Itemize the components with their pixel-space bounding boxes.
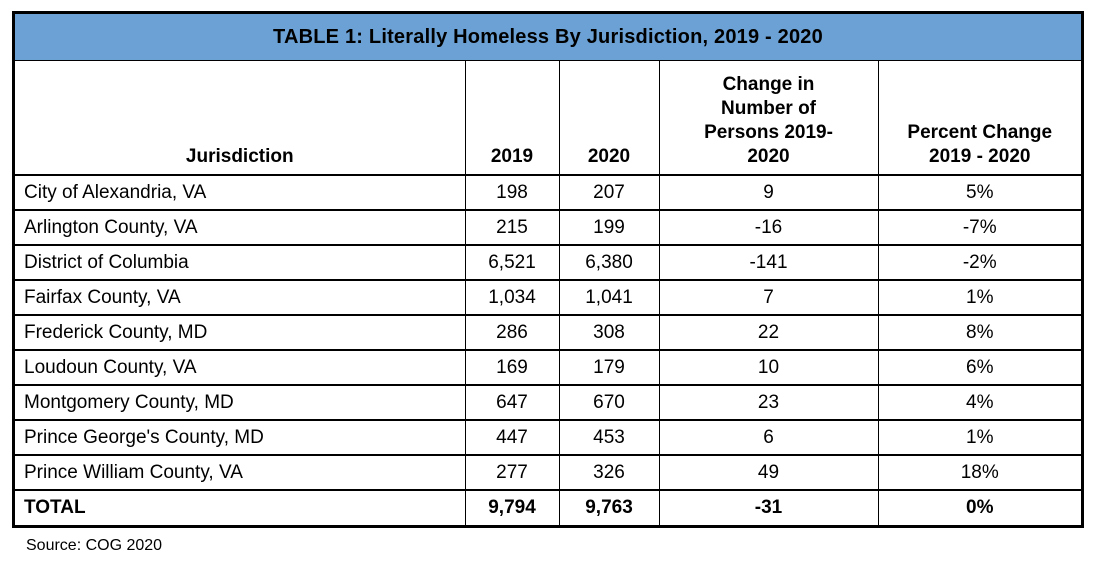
table-row: Prince George's County, MD 447 453 6 1% (15, 419, 1081, 455)
value-2020-cell: 207 (558, 175, 659, 210)
change-cell: 49 (658, 454, 878, 490)
value-2019-cell: 1,034 (464, 279, 559, 315)
value-2020-cell: 6,380 (558, 244, 659, 280)
change-cell: 9 (658, 175, 878, 210)
table-row: Prince William County, VA 277 326 49 18% (15, 454, 1081, 490)
change-cell: 10 (658, 349, 878, 385)
change-cell: -16 (658, 209, 878, 245)
percent-change-cell: -2% (877, 244, 1081, 280)
table-row: Fairfax County, VA 1,034 1,041 7 1% (15, 279, 1081, 315)
column-header-2020: 2020 (558, 61, 659, 176)
value-2020-cell: 308 (558, 314, 659, 350)
percent-change-cell: 8% (877, 314, 1081, 350)
percent-change-cell: 18% (877, 454, 1081, 490)
column-header-change: Change in Number of Persons 2019-2020 (658, 61, 878, 176)
total-row: TOTAL 9,794 9,763 -31 0% (15, 489, 1081, 525)
jurisdiction-cell: Prince George's County, MD (15, 419, 465, 455)
percent-change-cell: 4% (877, 384, 1081, 420)
table-row: City of Alexandria, VA 198 207 9 5% (15, 175, 1081, 210)
jurisdiction-cell: Frederick County, MD (15, 314, 465, 350)
jurisdiction-cell: District of Columbia (15, 244, 465, 280)
table-title-bar: TABLE 1: Literally Homeless By Jurisdict… (15, 14, 1081, 61)
change-cell: 23 (658, 384, 878, 420)
column-header-jurisdiction: Jurisdiction (15, 61, 465, 176)
percent-change-cell: 1% (877, 279, 1081, 315)
jurisdiction-cell: Prince William County, VA (15, 454, 465, 490)
percent-change-cell: 5% (877, 175, 1081, 210)
homeless-table: TABLE 1: Literally Homeless By Jurisdict… (12, 11, 1084, 528)
change-cell: 6 (658, 419, 878, 455)
value-2020-cell: 179 (558, 349, 659, 385)
table-footer: TOTAL 9,794 9,763 -31 0% (15, 489, 1081, 525)
change-cell: 7 (658, 279, 878, 315)
percent-change-cell: 1% (877, 419, 1081, 455)
value-2019-cell: 6,521 (464, 244, 559, 280)
jurisdiction-cell: Loudoun County, VA (15, 349, 465, 385)
table-row: District of Columbia 6,521 6,380 -141 -2% (15, 244, 1081, 280)
total-label-cell: TOTAL (15, 489, 465, 525)
value-2020-cell: 670 (558, 384, 659, 420)
value-2019-cell: 169 (464, 349, 559, 385)
value-2019-cell: 286 (464, 314, 559, 350)
percent-change-cell: -7% (877, 209, 1081, 245)
header-row: Jurisdiction 2019 2020 Change in Number … (15, 61, 1081, 176)
value-2020-cell: 326 (558, 454, 659, 490)
total-percent-change-cell: 0% (877, 489, 1081, 525)
change-cell: -141 (658, 244, 878, 280)
column-header-percent-change-label: Percent Change 2019 - 2020 (907, 122, 1053, 167)
column-header-percent-change: Percent Change 2019 - 2020 (877, 61, 1081, 176)
total-2019-cell: 9,794 (464, 489, 559, 525)
jurisdiction-cell: Montgomery County, MD (15, 384, 465, 420)
value-2019-cell: 215 (464, 209, 559, 245)
table-row: Loudoun County, VA 169 179 10 6% (15, 349, 1081, 385)
change-cell: 22 (658, 314, 878, 350)
table-row: Frederick County, MD 286 308 22 8% (15, 314, 1081, 350)
table-row: Montgomery County, MD 647 670 23 4% (15, 384, 1081, 420)
table-row: Arlington County, VA 215 199 -16 -7% (15, 209, 1081, 245)
table-body: City of Alexandria, VA 198 207 9 5% Arlington… (15, 175, 1081, 490)
value-2019-cell: 198 (464, 175, 559, 210)
data-table: Jurisdiction 2019 2020 Change in Number … (15, 61, 1081, 525)
value-2020-cell: 453 (558, 419, 659, 455)
jurisdiction-cell: City of Alexandria, VA (24, 181, 207, 203)
value-2019-cell: 647 (464, 384, 559, 420)
column-header-2019: 2019 (464, 61, 559, 176)
jurisdiction-cell: Arlington County, VA (15, 209, 465, 245)
source-note: Source: COG 2020 (26, 537, 163, 554)
column-header-change-label: Change in Number of Persons 2019-2020 (704, 74, 833, 167)
total-2020-cell: 9,763 (558, 489, 659, 525)
jurisdiction-cell: Fairfax County, VA (15, 279, 465, 315)
value-2019-cell: 447 (464, 419, 559, 455)
table-header: Jurisdiction 2019 2020 Change in Number … (15, 61, 1081, 176)
total-change-cell: -31 (658, 489, 878, 525)
value-2020-cell: 1,041 (558, 279, 659, 315)
percent-change-cell: 6% (877, 349, 1081, 385)
value-2020-cell: 199 (558, 209, 659, 245)
value-2019-cell: 277 (464, 454, 559, 490)
